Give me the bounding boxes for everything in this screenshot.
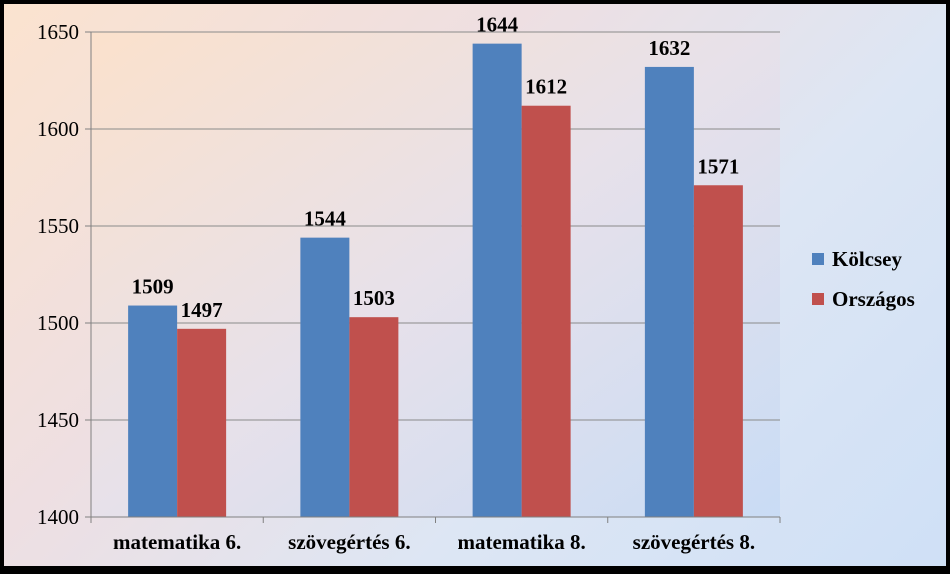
y-tick-label: 1400 bbox=[37, 505, 79, 529]
data-label: 1544 bbox=[304, 207, 347, 231]
data-label: 1632 bbox=[648, 36, 690, 60]
x-tick-label: matematika 8. bbox=[457, 530, 585, 554]
bar-chart: 1400 1450 1500 1550 1600 1650 matematika 6. 150… bbox=[37, 13, 915, 554]
bar-országos bbox=[693, 185, 743, 517]
legend-label: Kölcsey bbox=[832, 247, 902, 271]
x-tick-label: szövegértés 8. bbox=[633, 530, 755, 554]
y-tick-label: 1600 bbox=[37, 117, 79, 141]
bar-kölcsey bbox=[300, 237, 350, 517]
y-tick-label: 1450 bbox=[37, 408, 79, 432]
legend-label: Országos bbox=[832, 287, 915, 311]
legend: Kölcsey Országos bbox=[812, 247, 915, 311]
bar-országos bbox=[349, 317, 399, 517]
bar-kölcsey bbox=[472, 43, 522, 517]
data-label: 1497 bbox=[181, 298, 223, 322]
x-tick-label: matematika 6. bbox=[113, 530, 241, 554]
legend-swatch-országos bbox=[812, 293, 824, 305]
bar-kölcsey bbox=[128, 305, 178, 517]
axes bbox=[85, 31, 781, 523]
data-label: 1503 bbox=[353, 286, 395, 310]
data-label: 1571 bbox=[697, 154, 739, 178]
x-tick-label: szövegértés 6. bbox=[288, 530, 410, 554]
labels: 1400 1450 1500 1550 1600 1650 matematika 6. 150… bbox=[37, 13, 755, 554]
bar-országos bbox=[177, 328, 227, 517]
bar-kölcsey bbox=[644, 66, 694, 518]
y-tick-label: 1500 bbox=[37, 311, 79, 335]
data-label: 1612 bbox=[525, 75, 567, 99]
legend-swatch-kölcsey bbox=[812, 253, 824, 265]
bar-országos bbox=[521, 105, 571, 517]
y-tick-label: 1650 bbox=[37, 20, 79, 44]
data-label: 1509 bbox=[132, 275, 174, 299]
data-label: 1644 bbox=[476, 13, 519, 37]
bars bbox=[128, 43, 743, 518]
y-tick-label: 1550 bbox=[37, 214, 79, 238]
